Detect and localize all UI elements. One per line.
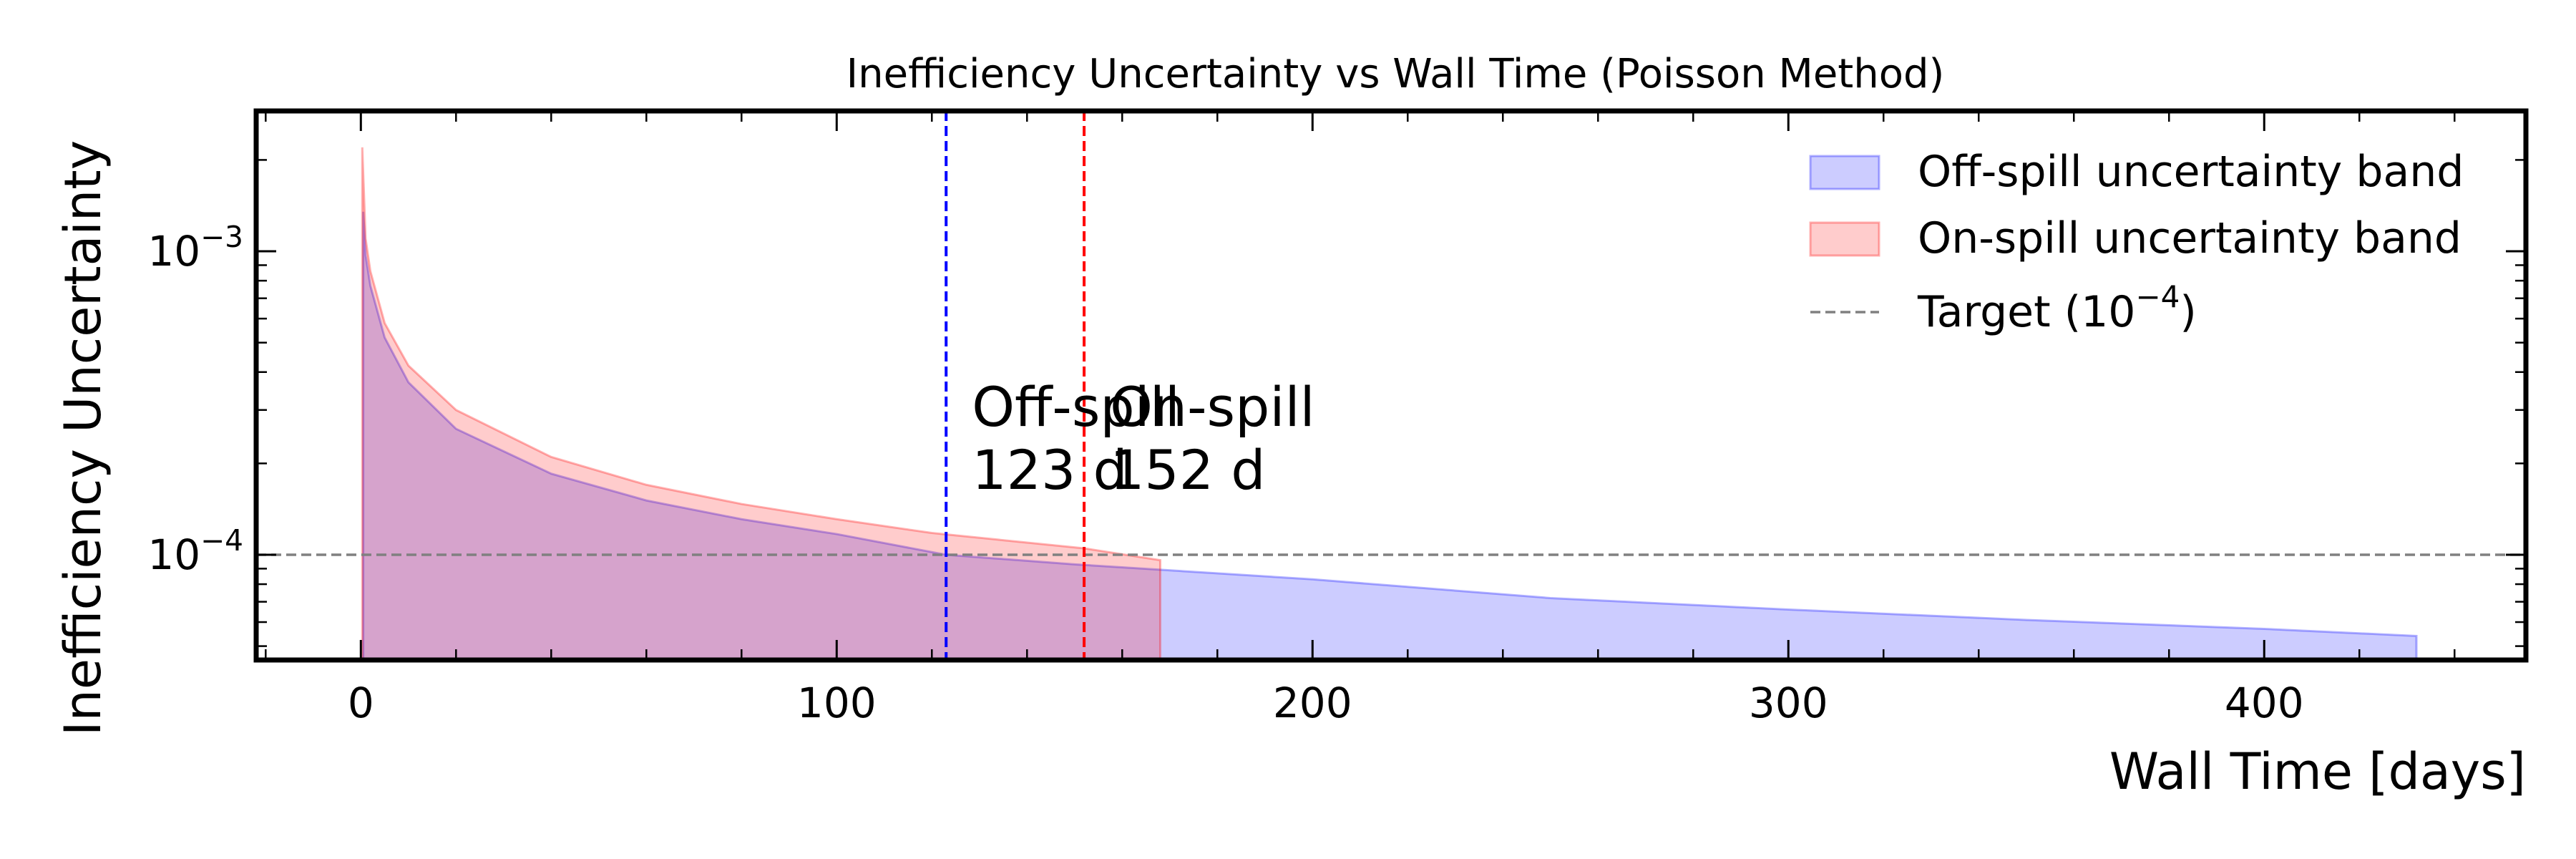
x-tick-label: 400: [2225, 679, 2304, 727]
x-tick-label: 100: [797, 679, 877, 727]
axes-frame: [253, 108, 2529, 663]
x-axis-ticks: 0 100 200 300 400: [265, 111, 2456, 727]
y-tick-label: 10−4: [147, 523, 243, 579]
legend-label-off-spill: Off-spill uncertainty band: [1918, 147, 2464, 197]
y-axis-ticks: 10−3 10−4: [147, 159, 2526, 647]
annotation-label-on-spill: On-spill: [1110, 375, 1315, 439]
chart-title: Inefficiency Uncertainty vs Wall Time (P…: [847, 51, 1945, 97]
annotation-label-off-spill: Off-spill: [972, 375, 1180, 439]
annotation-days-on-spill: 152 d: [1110, 438, 1265, 502]
x-tick-label: 0: [348, 679, 374, 727]
plot-frame: [253, 108, 2529, 663]
x-tick-label: 200: [1273, 679, 1352, 727]
legend-swatch-on-spill: [1809, 221, 1880, 257]
x-axis-label: Wall Time [days]: [2109, 742, 2526, 801]
band-off-spill: [362, 211, 2418, 661]
y-axis-label: Inefficiency Uncertainty: [54, 140, 112, 736]
x-tick-label: 300: [1749, 679, 1828, 727]
annotation-days-off-spill: 123 d: [972, 438, 1127, 502]
reference-lines: [256, 111, 2526, 660]
legend-swatch-off-spill: [1809, 155, 1880, 190]
y-tick-label: 10−3: [147, 220, 243, 276]
legend-label-on-spill: On-spill uncertainty band: [1918, 213, 2462, 263]
legend-label-target: Target (10−4): [1917, 279, 2197, 337]
legend: Off-spill uncertainty band On-spill uncer…: [1809, 147, 2464, 337]
